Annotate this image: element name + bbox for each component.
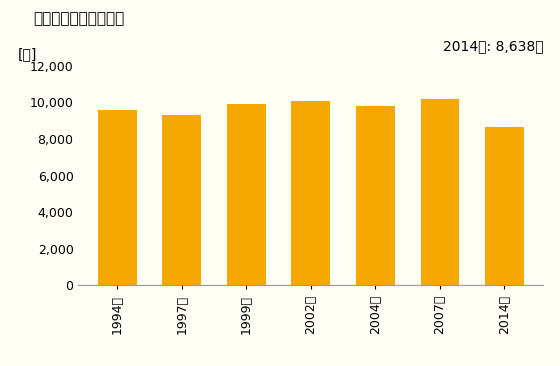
Bar xyxy=(162,116,201,285)
Text: 2014年: 8,638人: 2014年: 8,638人 xyxy=(442,39,543,53)
Bar xyxy=(356,106,395,285)
Bar xyxy=(485,127,524,285)
Bar xyxy=(98,110,137,285)
Bar xyxy=(291,101,330,285)
Bar xyxy=(227,104,265,285)
Bar xyxy=(421,99,459,285)
Text: [人]: [人] xyxy=(18,48,38,61)
Text: 商業の従業者数の推移: 商業の従業者数の推移 xyxy=(34,11,125,26)
